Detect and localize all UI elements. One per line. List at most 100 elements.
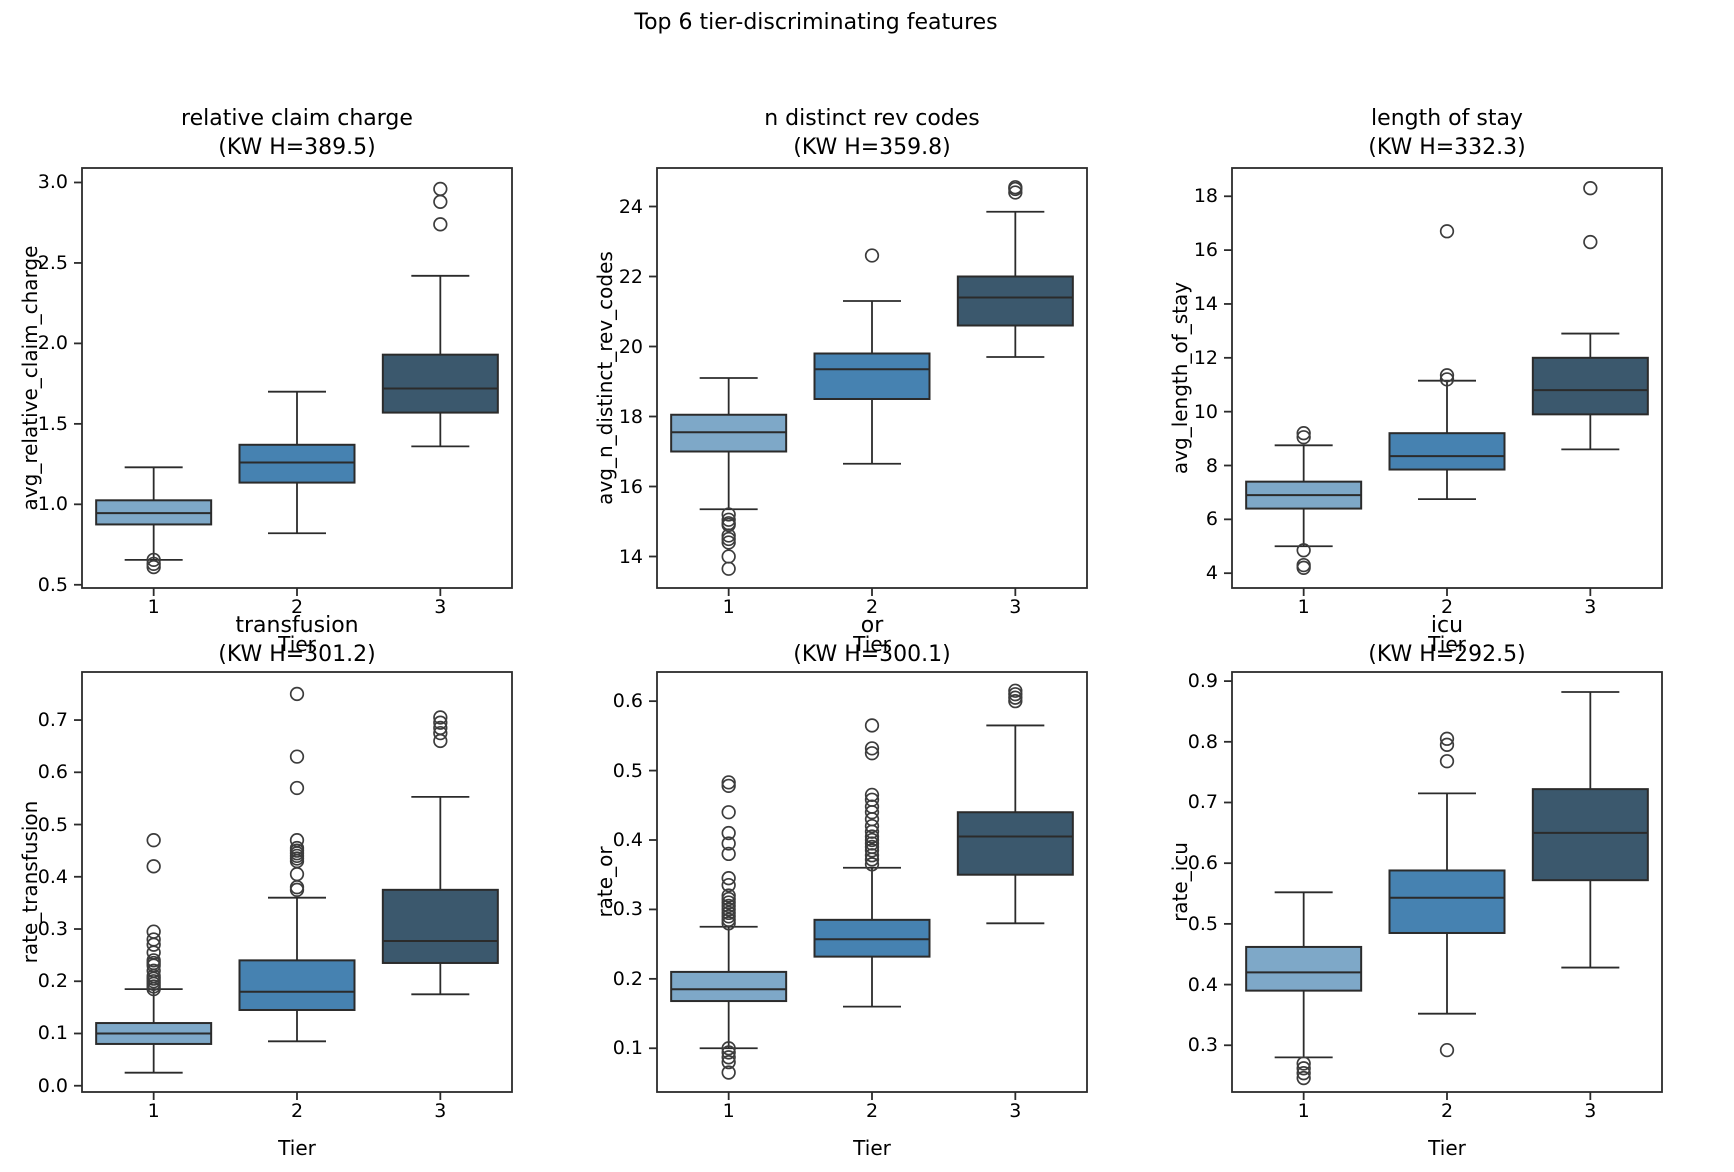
subplot-kw-stat: (KW H=332.3) xyxy=(1368,135,1526,160)
outlier-point xyxy=(721,778,736,794)
ytick-label: 0.1 xyxy=(612,1037,643,1060)
ytick-label: 0.3 xyxy=(612,898,643,921)
outlier-point xyxy=(721,912,736,927)
outlier-point xyxy=(433,715,448,730)
ytick-label: 0.9 xyxy=(1187,670,1218,693)
outlier-point xyxy=(864,818,880,834)
outlier-point xyxy=(1296,430,1311,445)
ytick-label: 14 xyxy=(618,545,643,568)
outlier-point xyxy=(864,787,880,803)
outlier-point xyxy=(721,531,736,547)
outlier-point xyxy=(721,1041,736,1056)
box-tier-1 xyxy=(1245,945,1363,992)
outlier-point xyxy=(289,840,305,856)
xtick-label: 1 xyxy=(147,596,160,618)
outlier-point xyxy=(146,932,161,947)
xtick-label: 2 xyxy=(290,1100,304,1122)
xtick-label: 2 xyxy=(1440,596,1454,618)
ytick-label: 0.7 xyxy=(37,709,68,732)
outlier-point xyxy=(864,746,880,761)
outlier-point xyxy=(146,559,161,575)
xtick-label: 1 xyxy=(147,1100,160,1122)
xtick-label: 2 xyxy=(865,1100,879,1122)
outlier-point xyxy=(1008,185,1023,200)
outlier-point xyxy=(721,1045,736,1060)
outlier-point xyxy=(433,710,448,725)
ytick-label: 0.4 xyxy=(37,865,68,888)
outlier-point xyxy=(864,741,880,756)
xtick-label: 3 xyxy=(434,1100,447,1122)
x-axis-label: Tier xyxy=(853,632,891,656)
box-tier-2 xyxy=(1388,869,1506,934)
x-axis-label: Tier xyxy=(1428,1136,1466,1160)
ytick-label: 2.0 xyxy=(37,332,68,355)
outlier-point xyxy=(1439,1042,1455,1058)
outlier-point xyxy=(864,792,880,807)
subplot-title-line1: relative claim charge xyxy=(181,106,413,131)
box-tier-3 xyxy=(956,275,1074,327)
subplot-title-line1: n distinct rev codes xyxy=(764,106,980,131)
ytick-label: 0.6 xyxy=(612,690,643,713)
box-tier-2 xyxy=(1388,432,1506,471)
ytick-label: 20 xyxy=(618,335,643,358)
outlier-point xyxy=(721,1050,736,1065)
xtick-label: 3 xyxy=(1009,1100,1022,1122)
box-tier-2 xyxy=(813,918,931,958)
subplot-title-line1: icu xyxy=(1430,613,1464,638)
outlier-point xyxy=(1008,690,1023,705)
outlier-point xyxy=(721,775,736,790)
outlier-point xyxy=(146,924,161,939)
x-axis-label: Tier xyxy=(1428,632,1466,656)
outlier-point xyxy=(721,512,736,527)
subplot-kw-stat: (KW H=292.5) xyxy=(1368,642,1526,667)
outlier-point xyxy=(721,805,736,820)
outlier-point xyxy=(721,898,736,914)
outlier-point xyxy=(721,877,736,893)
outlier-point xyxy=(433,194,448,209)
ytick-label: 0.4 xyxy=(612,829,643,851)
outlier-point xyxy=(864,248,880,263)
outlier-point xyxy=(1008,687,1023,702)
outlier-point xyxy=(1583,234,1598,250)
ytick-label: 14 xyxy=(1193,292,1218,315)
outlier-point xyxy=(1296,426,1311,441)
ytick-label: 0.8 xyxy=(1187,730,1218,753)
outlier-point xyxy=(289,833,305,848)
outlier-point xyxy=(721,916,736,931)
xtick-label: 3 xyxy=(1009,596,1022,618)
outlier-point xyxy=(721,507,736,522)
outlier-point xyxy=(146,859,161,874)
outlier-point xyxy=(289,867,305,882)
outlier-point xyxy=(433,217,448,232)
subplot-kw-stat: (KW H=389.5) xyxy=(218,135,376,160)
outlier-point xyxy=(721,1054,736,1070)
xtick-label: 3 xyxy=(1584,596,1597,618)
ytick-label: 0.3 xyxy=(37,918,68,940)
ytick-label: 6 xyxy=(1205,508,1218,531)
outlier-point xyxy=(721,825,736,841)
outlier-point xyxy=(1008,694,1023,709)
y-axis-label: avg_n_distinct_rev_codes xyxy=(593,251,617,505)
outlier-point xyxy=(146,833,161,848)
ytick-label: 4 xyxy=(1205,562,1218,585)
outlier-point xyxy=(721,888,736,903)
subplot-title: icu (KW H=292.5) xyxy=(1232,611,1662,669)
ytick-label: 18 xyxy=(618,405,643,428)
ytick-label: 12 xyxy=(1193,346,1218,369)
outlier-point xyxy=(1439,368,1455,383)
subplot-title-line1: or xyxy=(860,613,884,638)
y-axis-label: avg_relative_claim_charge xyxy=(18,245,42,511)
outlier-point xyxy=(146,963,161,978)
outlier-point xyxy=(864,832,880,848)
outlier-point xyxy=(433,181,448,197)
outlier-point xyxy=(1296,1061,1311,1076)
x-axis-label: Tier xyxy=(853,1136,891,1160)
outlier-point xyxy=(1008,180,1023,195)
xtick-label: 1 xyxy=(722,1100,735,1122)
outlier-point xyxy=(1439,737,1455,752)
ytick-label: 0.5 xyxy=(1187,912,1218,935)
outlier-point xyxy=(721,535,736,550)
xtick-label: 2 xyxy=(865,596,879,618)
ytick-label: 0.3 xyxy=(1187,1034,1218,1057)
